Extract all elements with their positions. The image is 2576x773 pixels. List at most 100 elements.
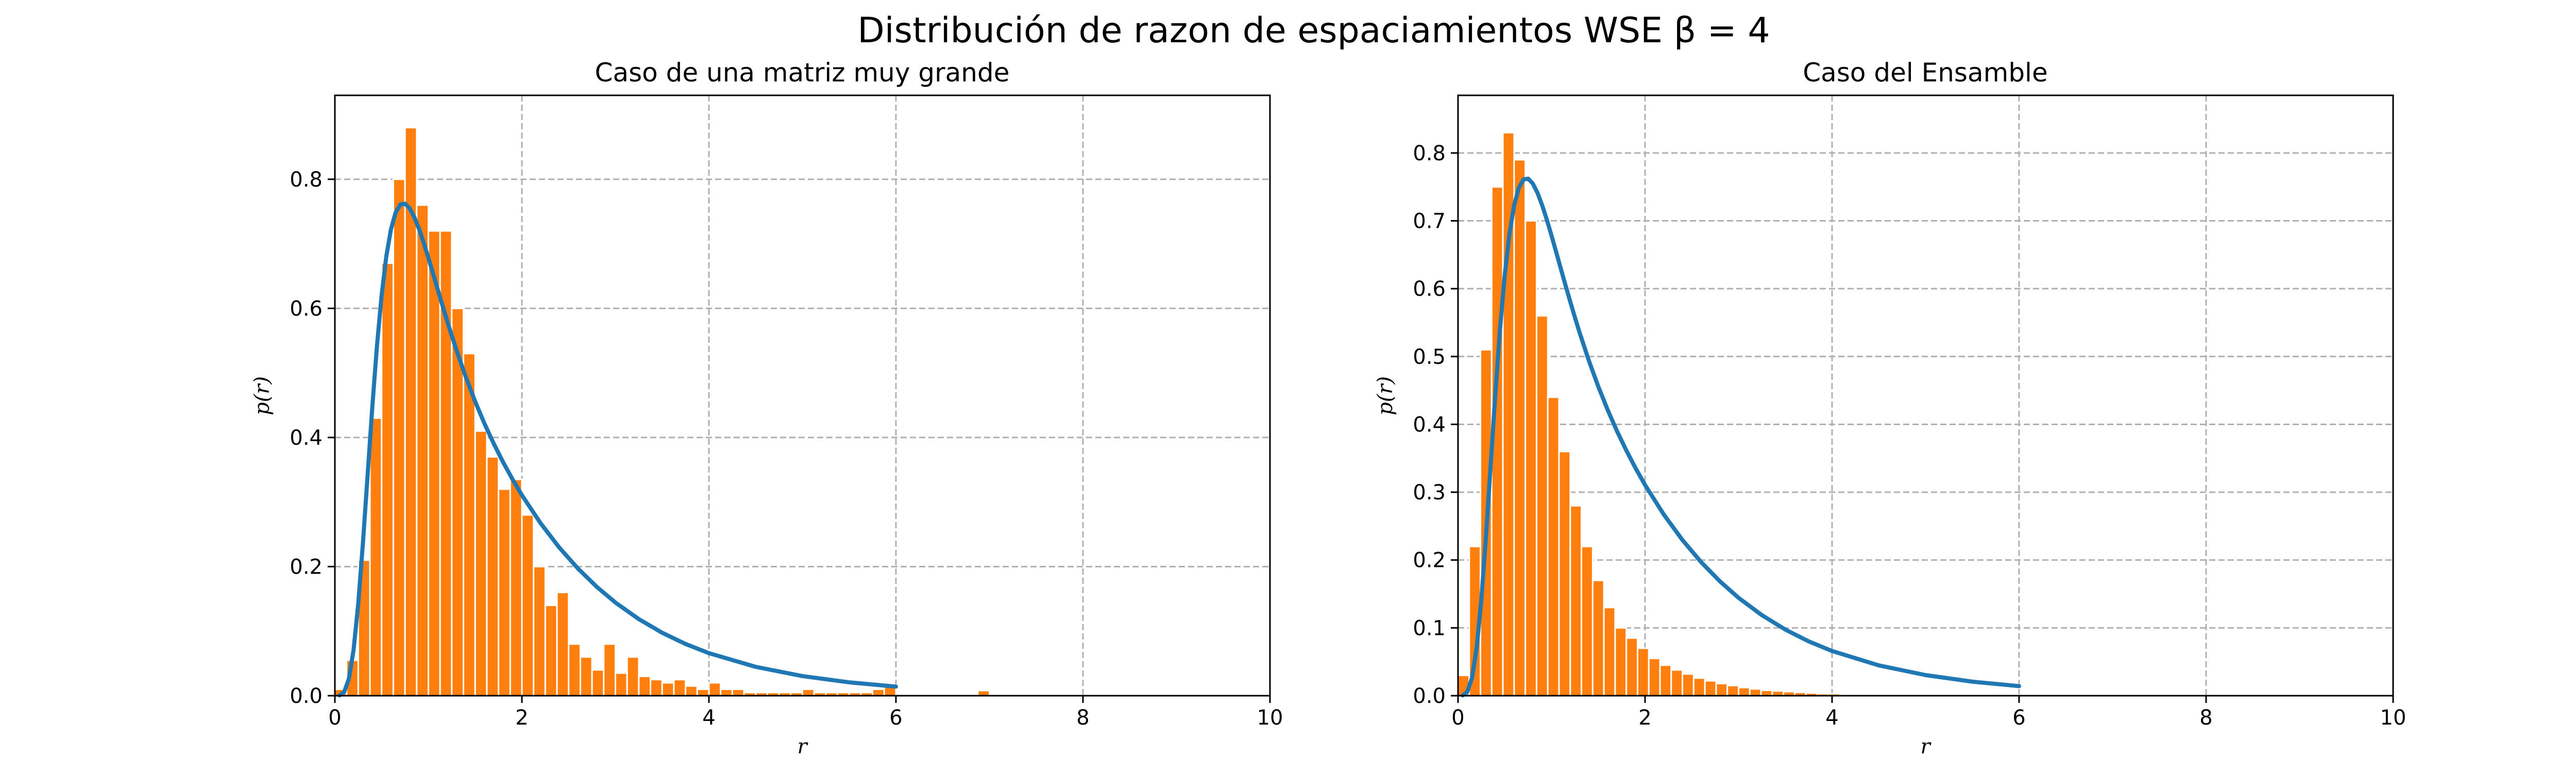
left-plot-hist-bar (685, 685, 698, 697)
left-plot-ytick-label: 0.4 (290, 426, 323, 450)
left-plot-hist-bar (696, 688, 710, 697)
right-plot-xtick-label: 10 (2380, 706, 2406, 730)
right-plot-hist-bar (1547, 396, 1560, 697)
left-plot-xtick-label: 6 (889, 706, 902, 730)
left-plot-hist-bar (556, 592, 570, 697)
left-plot-histogram (334, 127, 990, 697)
right-plot-hist-bar (1535, 315, 1549, 697)
left-plot-xlabel: r (797, 735, 808, 759)
right-plot-hist-bar (1659, 664, 1672, 697)
right-plot-ytick-label: 0.3 (1413, 481, 1446, 505)
right-plot-ytick-label: 0.2 (1413, 549, 1446, 573)
left-plot-grid (335, 95, 1270, 696)
right-plot-hist-bar (1715, 682, 1728, 697)
right-plot-ylabel: p(r) (1374, 376, 1397, 415)
left-plot-xtick-label: 4 (702, 706, 715, 730)
right-plot-ytick-label: 0.5 (1413, 345, 1446, 369)
right-plot-ytick-label: 0.4 (1413, 413, 1446, 436)
right-plot-hist-bar (1749, 688, 1762, 697)
right-plot-hist-bar (1524, 220, 1537, 697)
left-plot-hist-bar (872, 688, 885, 697)
right-plot-hist-bar (1682, 673, 1694, 697)
figure-suptitle: Distribución de razon de espaciamientos … (857, 10, 1770, 51)
right-plot-hist-bar (1692, 677, 1706, 697)
left-plot-ytick-label: 0.0 (290, 684, 323, 708)
right-plot-xtick-label: 8 (2199, 706, 2212, 730)
left-plot-hist-bar (720, 688, 733, 697)
right-plot-title: Caso del Ensamble (1803, 58, 2047, 88)
right-plot-ytick-label: 0.8 (1413, 142, 1446, 165)
left-plot-xtick-label: 2 (515, 706, 528, 730)
right-plot-xtick-label: 2 (1638, 706, 1651, 730)
right-plot-hist-bar (1625, 637, 1638, 697)
right-plot-ticks: 0 2 4 6 8 10 0.0 0.1 0.2 0.3 0.4 0.5 0.6 0.7 0.8 (1413, 142, 2406, 730)
left-plot-pdf-curve (337, 201, 898, 698)
left-plot-hist-bar (615, 672, 628, 697)
left-plot-frame (334, 94, 1271, 697)
left-plot-hist-bar (392, 178, 406, 697)
left-plot-hist-bar (498, 488, 511, 697)
left-plot-hist-bar (544, 604, 558, 697)
right-plot-xtick-label: 4 (1825, 706, 1838, 730)
left-plot-ytick-label: 0.8 (290, 168, 323, 192)
left-plot-hist-bar (416, 204, 429, 697)
left-plot-hist-bar (381, 262, 394, 697)
left-plot-hist-bar (591, 669, 605, 697)
right-plot-frame (1457, 94, 2394, 697)
left-plot-hist-bar (521, 514, 535, 697)
right-plot-hist-bar (1591, 579, 1605, 697)
left-plot-hist-bar (708, 682, 722, 697)
right-plot-hist-bar (1603, 607, 1616, 697)
right-plot-hist-bar (1569, 505, 1583, 697)
left-plot-hist-bar (579, 656, 593, 697)
right-plot-ytick-label: 0.7 (1413, 210, 1446, 233)
left-plot-hist-bar (474, 430, 488, 697)
right-plot-xtick-label: 0 (1451, 706, 1464, 730)
right-plot-hist-bar (1704, 680, 1717, 697)
left-plot-hist-bar (486, 456, 500, 697)
left-plot-xtick-label: 8 (1076, 706, 1089, 730)
right-plot-ytick-label: 0.6 (1413, 277, 1446, 301)
right-plot-hist-bar (1648, 658, 1661, 697)
left-plot-ytick-label: 0.2 (290, 555, 323, 579)
right-plot-xlabel: r (1920, 735, 1931, 759)
left-plot-ylabel: p(r) (250, 376, 274, 415)
left-plot-ytick-label: 0.6 (290, 297, 323, 321)
right-plot-area (1458, 95, 2393, 696)
left-plot-hist-bar (463, 352, 476, 697)
right-plot-hist-bar (1614, 627, 1628, 697)
right-plot-histogram (1457, 131, 2020, 697)
left-plot-hist-bar (802, 688, 815, 697)
left-plot-hist-bar (638, 675, 652, 697)
left-plot-hist-bar (650, 679, 663, 697)
right-plot-hist-bar (1513, 159, 1527, 697)
right-plot-grid (1458, 95, 2393, 696)
left-plot-xtick-label: 10 (1257, 706, 1283, 730)
right-plot-hist-bar (1636, 647, 1650, 697)
right-plot-hist-bar (1738, 686, 1751, 697)
left-plot-hist-bar (568, 643, 581, 697)
left-plot-hist-bar (533, 565, 546, 697)
right-plot-hist-bar (1581, 545, 1594, 697)
left-plot-hist-bar (369, 417, 383, 697)
left-plot-hist-bar (509, 478, 523, 697)
left-plot-xtick-label: 0 (328, 706, 341, 730)
left-plot-hist-bar (626, 656, 640, 697)
left-plot: 0 2 4 6 8 10 0.0 0.2 0.4 0.6 0.8 Caso de una matri… (250, 58, 1283, 759)
left-plot-hist-bar (603, 643, 616, 697)
left-plot-hist-bar (977, 690, 990, 697)
left-plot-title: Caso de una matriz muy grande (595, 58, 1010, 88)
right-plot-ytick-label: 0.0 (1413, 684, 1446, 708)
left-plot-ticks: 0 2 4 6 8 10 0.0 0.2 0.4 0.6 0.8 (290, 168, 1283, 730)
left-plot-hist-bar (731, 688, 745, 697)
right-plot: 0 2 4 6 8 10 0.0 0.1 0.2 0.3 0.4 0.5 0.6 0.7 0.8 Caso … (1374, 58, 2406, 759)
left-plot-hist-bar (428, 230, 441, 697)
left-plot-hist-bar (673, 679, 687, 697)
right-plot-hist-bar (1670, 669, 1684, 697)
left-plot-hist-bar (661, 682, 675, 697)
right-plot-ytick-label: 0.1 (1413, 616, 1446, 640)
right-plot-hist-bar (1558, 450, 1571, 697)
right-plot-hist-bar (1760, 689, 1773, 697)
right-plot-pdf-curve (1461, 176, 2021, 698)
